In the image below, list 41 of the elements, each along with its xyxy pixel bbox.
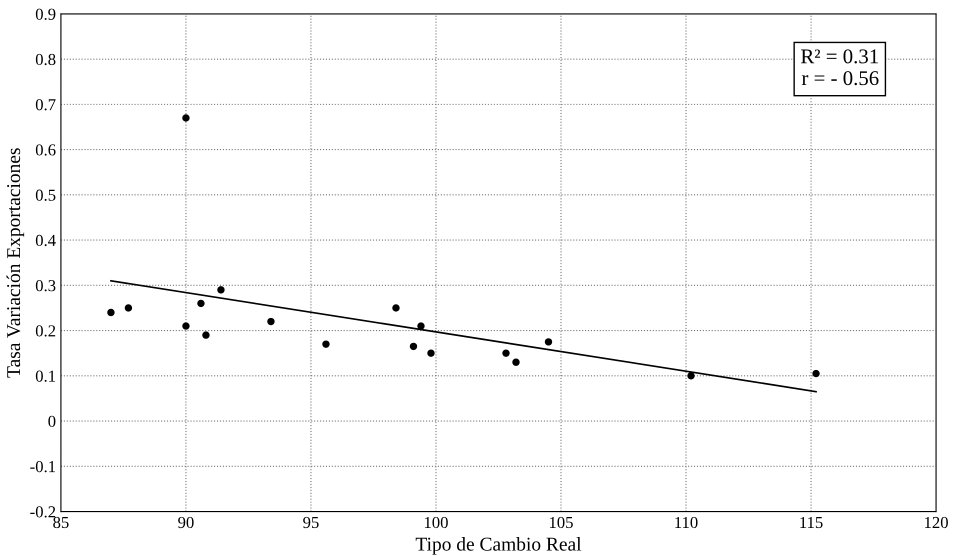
annotation: R² = 0.31 r = - 0.56 xyxy=(801,49,879,86)
point xyxy=(107,308,115,316)
y-tick-label: 0.2 xyxy=(36,325,56,337)
y-tick-label: 0.8 xyxy=(36,54,56,66)
point xyxy=(427,350,435,357)
point xyxy=(544,338,552,346)
point xyxy=(182,322,190,330)
point xyxy=(124,304,132,312)
x-tick-label: 90 xyxy=(178,516,194,528)
point xyxy=(512,358,520,366)
y-axis-title: Tasa Variación Exportaciones xyxy=(6,148,24,378)
point xyxy=(812,370,820,378)
x-tick-label: 105 xyxy=(550,516,573,528)
point xyxy=(687,372,695,380)
x-axis-title: Tipo de Cambio Real xyxy=(416,537,582,555)
point xyxy=(502,350,510,357)
y-tick-label: 0.9 xyxy=(36,8,56,20)
x-tick-label: 100 xyxy=(424,516,448,528)
y-tick-label: 0.3 xyxy=(36,280,56,292)
x-tick-label: 95 xyxy=(303,516,319,528)
point xyxy=(202,331,210,339)
point xyxy=(392,304,400,312)
y-tick-label: 0.1 xyxy=(36,370,56,382)
point xyxy=(267,318,275,326)
point xyxy=(417,322,425,330)
y-tick-label: -0.1 xyxy=(30,460,56,472)
y-tick-label: 0 xyxy=(48,416,56,427)
y-tick-label: 0.4 xyxy=(36,234,56,246)
x-tick-label: 115 xyxy=(800,516,823,528)
y-tick-label: -0.2 xyxy=(30,506,56,518)
point xyxy=(217,286,225,294)
x-tick-label: 110 xyxy=(675,516,698,528)
x-tick-label: 85 xyxy=(53,516,69,528)
point xyxy=(197,300,205,308)
point xyxy=(182,114,190,122)
y-tick-label: 0.6 xyxy=(36,144,56,156)
y-tick-label: 0.7 xyxy=(36,99,56,110)
point xyxy=(410,342,418,350)
y-tick-label: 0.5 xyxy=(36,190,56,201)
point xyxy=(322,340,330,348)
x-tick-label: 120 xyxy=(925,516,948,528)
